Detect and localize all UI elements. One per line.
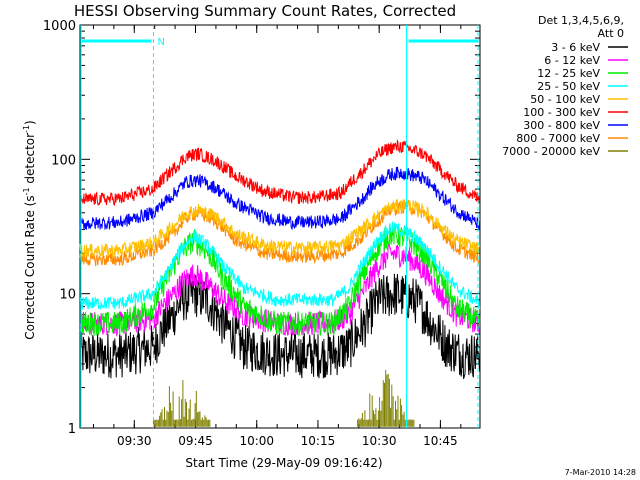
- legend-header: Att 0: [598, 27, 624, 40]
- series-line: [79, 166, 481, 231]
- legend-label: 25 - 50 keV: [537, 80, 600, 93]
- x-tick-label: 09:45: [178, 434, 213, 448]
- x-tick-label: 09:30: [117, 434, 152, 448]
- legend-label: 3 - 6 keV: [551, 41, 600, 54]
- series-line: [79, 198, 481, 258]
- series-line: [79, 272, 481, 380]
- y-tick-label: 1: [68, 422, 76, 437]
- series-line: [79, 222, 481, 337]
- legend-label: 300 - 800 keV: [523, 119, 600, 132]
- y-tick-label: 100: [51, 153, 76, 168]
- x-tick-label: 10:45: [423, 434, 458, 448]
- legend-header: Det 1,3,4,5,6,9,: [538, 14, 624, 27]
- x-axis-label: Start Time (29-May-09 09:16:42): [185, 456, 382, 470]
- series-line: [79, 199, 481, 267]
- legend-label: 50 - 100 keV: [530, 93, 600, 106]
- y-tick-label: 1000: [43, 19, 76, 34]
- series-highenergy: [153, 380, 211, 427]
- x-tick-label: 10:15: [301, 434, 336, 448]
- observing-bar-label: N: [157, 37, 164, 48]
- series-line: [79, 138, 481, 206]
- chart-title: HESSI Observing Summary Count Rates, Cor…: [74, 2, 456, 20]
- y-axis-label: Corrected Count Rate (s-1 detector-1): [22, 120, 37, 339]
- series-line: [79, 221, 481, 310]
- legend-label: 6 - 12 keV: [544, 54, 600, 67]
- plot-area: 1 10 100 1000 09:30 09:45 10:00 10:15 10:30 10:45…: [43, 19, 481, 448]
- x-tick-label: 10:30: [362, 434, 397, 448]
- legend-label: 100 - 300 keV: [523, 106, 600, 119]
- legend-label: 800 - 7000 keV: [516, 132, 600, 145]
- footer-timestamp: 7-Mar-2010 14:28: [565, 468, 636, 477]
- x-tick-label: 10:00: [239, 434, 274, 448]
- series-highenergy: [357, 369, 415, 427]
- y-tick-label: 10: [59, 288, 76, 303]
- legend-label: 12 - 25 keV: [537, 67, 600, 80]
- legend-label: 7000 - 20000 keV: [502, 145, 600, 158]
